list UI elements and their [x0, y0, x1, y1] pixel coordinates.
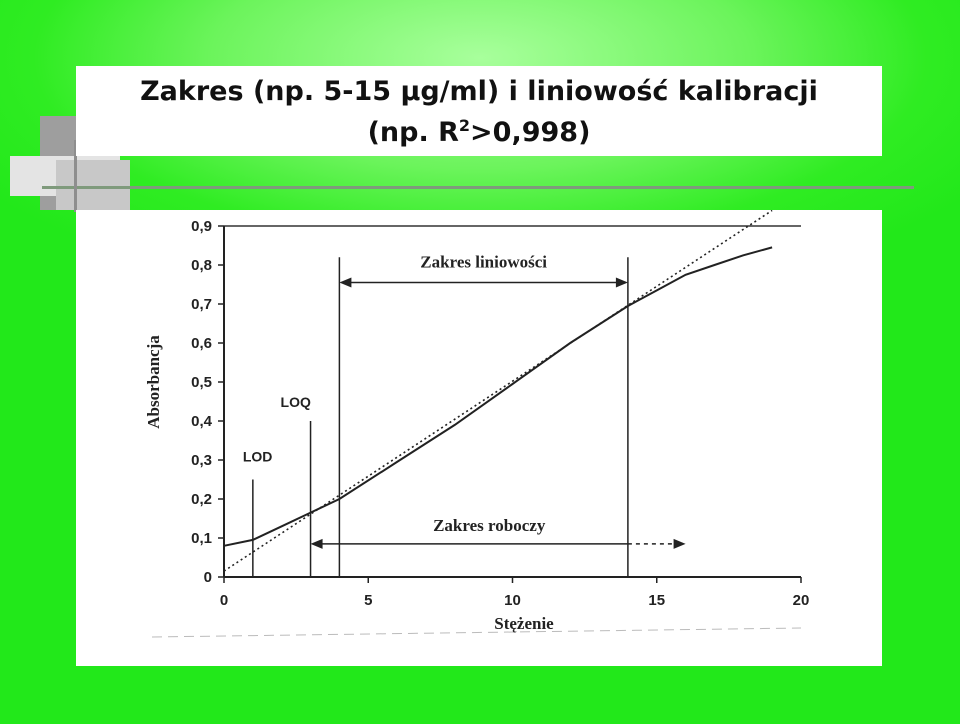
y-tick-label: 0,2 — [191, 491, 212, 508]
y-tick-label: 0,8 — [191, 257, 212, 274]
calibration-chart: 0 0,1 0,2 0,3 0,4 0,5 0,6 0,7 0,8 0,9 0 5 10 15 20 Abs… — [144, 210, 810, 638]
lod-label: LOD — [243, 449, 273, 465]
linear-range-arrowhead-left — [339, 277, 352, 288]
x-tick-label: 20 — [793, 592, 810, 609]
x-tick-label: 0 — [220, 592, 228, 609]
calibration-series — [223, 246, 773, 547]
decor-square-mid — [56, 160, 130, 210]
working-range-arrowhead-right — [673, 538, 686, 549]
y-tick-label: 0,5 — [191, 374, 212, 391]
title-line2-suffix: >0,998) — [470, 117, 591, 148]
decor-horizontal-rule — [42, 186, 914, 189]
ideal-linear-series — [223, 210, 773, 572]
x-axis-label: Stężenie — [494, 614, 554, 633]
title-superscript: 2 — [458, 116, 471, 135]
x-tick-label: 10 — [504, 592, 521, 609]
scan-artifact-line — [151, 627, 802, 638]
title-box: Zakres (np. 5-15 µg/ml) i liniowość kali… — [76, 66, 882, 156]
loq-label: LOQ — [281, 394, 311, 410]
x-tick-label: 15 — [648, 592, 665, 609]
chart-box: 0 0,1 0,2 0,3 0,4 0,5 0,6 0,7 0,8 0,9 0 5 10 15 20 Abs… — [76, 210, 882, 666]
title-line2-prefix: (np. R — [367, 117, 459, 148]
working-range-label: Zakres roboczy — [433, 516, 546, 535]
y-tick-label: 0,4 — [191, 413, 213, 430]
y-tick-label: 0,7 — [191, 296, 212, 313]
y-tick-label: 0,6 — [191, 335, 212, 352]
y-tick-label: 0,3 — [191, 452, 212, 469]
decor-vertical-rule — [74, 140, 77, 212]
y-axis-label: Absorbancja — [144, 335, 163, 429]
slide-title-line1: Zakres (np. 5-15 µg/ml) i liniowość kali… — [140, 76, 818, 107]
y-tick-label: 0 — [204, 569, 212, 586]
x-tick-label: 5 — [364, 592, 372, 609]
linear-range-label: Zakres liniowości — [420, 253, 547, 272]
working-range-arrowhead-left — [310, 538, 323, 549]
slide-title-line2: (np. R2>0,998) — [76, 116, 882, 148]
y-tick-label: 0,1 — [191, 530, 212, 547]
y-tick-label: 0,9 — [191, 218, 212, 235]
linear-range-arrowhead-right — [615, 277, 628, 288]
